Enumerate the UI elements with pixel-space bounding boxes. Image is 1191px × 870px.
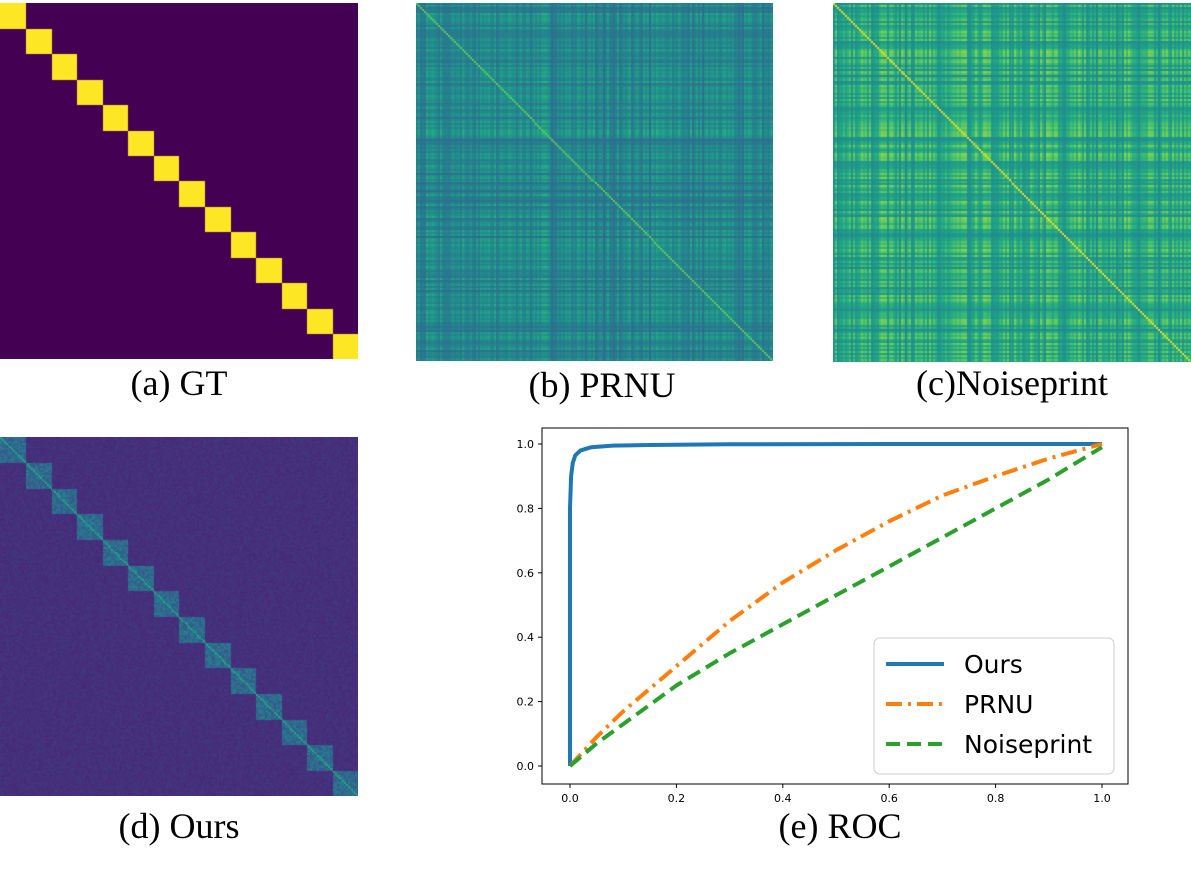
roc-chart: 0.0 0.2 0.4 0.6 0.8 1.0 0.0 0.2 0.4 0.6 0.8 1.0 Ours… <box>517 427 1129 805</box>
legend-label-prnu: PRNU <box>964 690 1033 719</box>
x-tick-label: 0.6 <box>880 792 898 805</box>
x-tick-label: 0.4 <box>774 792 792 805</box>
legend-label-noiseprint: Noiseprint <box>964 730 1092 759</box>
x-tick-label: 0.2 <box>668 792 686 805</box>
caption-prnu: (b) PRNU <box>528 365 676 405</box>
gt-heatmap <box>0 3 358 359</box>
y-tick-label: 0.6 <box>517 567 535 580</box>
y-tick-label: 0.4 <box>517 631 535 644</box>
caption-gt: (a) GT <box>130 363 228 403</box>
roc-series-ours <box>568 442 1102 766</box>
y-tick-label: 0.0 <box>517 760 535 773</box>
legend-label-ours: Ours <box>964 650 1023 679</box>
roc-series-noiseprint <box>568 445 1104 768</box>
ours-heatmap <box>0 437 358 796</box>
y-tick-label: 0.8 <box>517 502 535 515</box>
y-tick-label: 0.2 <box>517 696 535 709</box>
noiseprint-heatmap <box>833 3 1191 362</box>
x-tick-label: 0.0 <box>561 792 579 805</box>
roc-series-prnu <box>568 442 1103 768</box>
roc-legend <box>873 637 1115 775</box>
y-tick-label: 1.0 <box>517 438 535 451</box>
x-tick-label: 0.8 <box>987 792 1005 805</box>
caption-roc: (e) ROC <box>778 806 902 846</box>
caption-ours: (d) Ours <box>118 806 240 846</box>
x-tick-label: 1.0 <box>1093 792 1111 805</box>
prnu-heatmap <box>416 3 773 361</box>
caption-noiseprint: (c)Noiseprint <box>916 363 1108 403</box>
